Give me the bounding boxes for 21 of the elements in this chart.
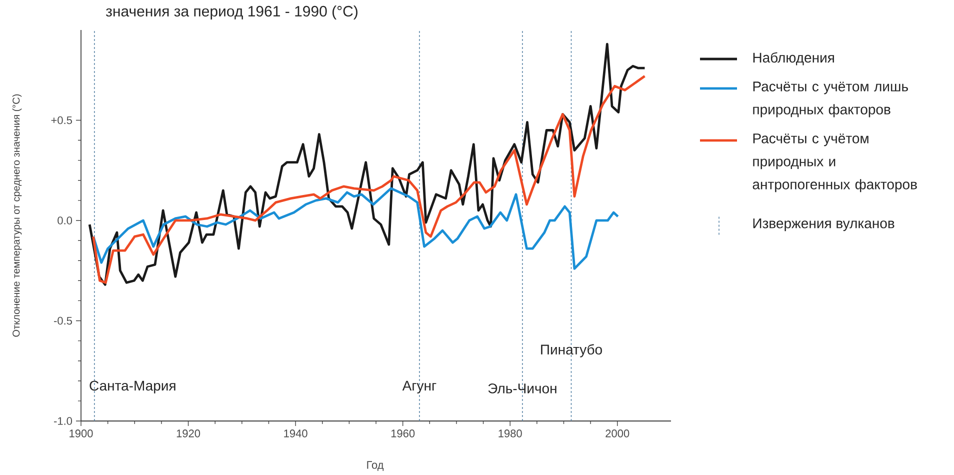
ref-line-label: Агунг <box>402 380 436 394</box>
x-tick-label: 1960 <box>391 430 415 438</box>
ref-line-label: Санта-Мария <box>90 380 176 394</box>
x-tick-label: 2000 <box>606 430 630 438</box>
x-axis-title: Год <box>367 461 384 471</box>
x-tick-label: 1940 <box>284 430 308 438</box>
y-tick-label: -1.0 <box>54 417 72 425</box>
y-tick-label: +0.5 <box>51 116 72 124</box>
ref-line-label: Эль-Чичон <box>488 383 556 394</box>
y-axis-title: Отклонение температуры от среднего значения (°C) <box>12 94 22 337</box>
x-tick-label: 1900 <box>70 430 93 438</box>
legend-label: Расчёты с учётом природных и антропогенных факторов <box>752 134 917 192</box>
legend-label: Расчёты с учётом лишь природных факторов <box>753 82 908 118</box>
y-tick-label: 0.0 <box>58 216 72 224</box>
text: Извержения вулканов <box>753 218 894 232</box>
ref-line-label: Пинатубо <box>541 344 602 358</box>
x-tick-label: 1980 <box>498 430 522 438</box>
legend-label: Наблюдения <box>753 52 834 66</box>
y-tick-label: -0.5 <box>54 316 72 325</box>
chart-title: значения за период 1961 - 1990 (°C) <box>106 6 358 20</box>
x-tick-label: 1920 <box>176 430 200 438</box>
